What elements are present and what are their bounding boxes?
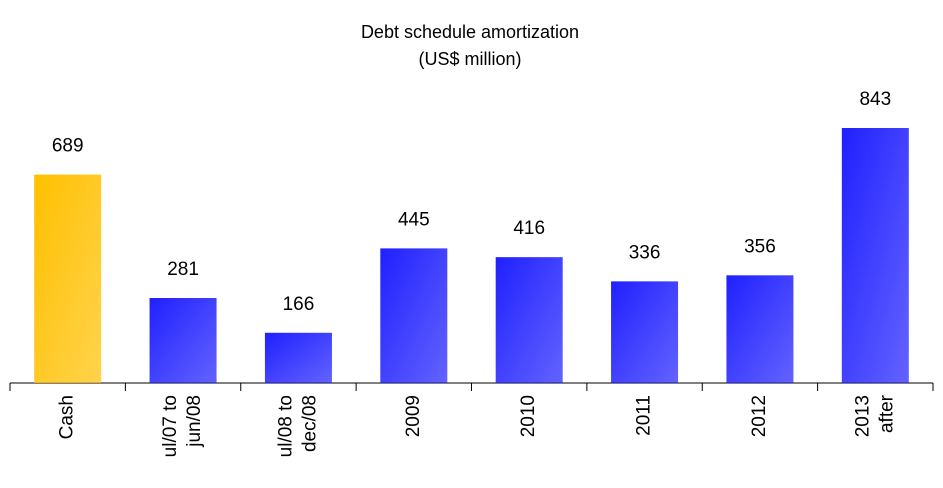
bar bbox=[149, 298, 217, 383]
value-label: 843 bbox=[859, 89, 891, 110]
x-tick-label: ul/08 to dec/08 bbox=[275, 395, 320, 457]
x-tick-label: Cash bbox=[57, 395, 78, 439]
bar bbox=[34, 174, 102, 383]
value-label: 281 bbox=[167, 259, 199, 280]
chart-title: Debt schedule amortization bbox=[361, 22, 579, 42]
value-label: 166 bbox=[283, 294, 315, 315]
x-tick-label: 2011 bbox=[634, 395, 655, 436]
value-label: 336 bbox=[629, 242, 661, 263]
bar bbox=[841, 128, 909, 383]
bar bbox=[495, 257, 563, 383]
x-tick-label: 2012 bbox=[749, 395, 770, 437]
x-tick-label: ul/07 to jun/08 bbox=[160, 395, 205, 457]
value-label: 689 bbox=[52, 136, 84, 157]
value-label: 356 bbox=[744, 236, 776, 257]
x-tick-label: 2013 after bbox=[852, 394, 897, 437]
x-tick-label: 2010 bbox=[518, 395, 539, 437]
bar bbox=[726, 275, 794, 383]
value-label: 445 bbox=[398, 209, 430, 230]
chart-subtitle: (US$ million) bbox=[418, 49, 521, 69]
bar bbox=[611, 281, 679, 383]
x-tick-label: 2009 bbox=[403, 395, 424, 437]
value-label: 416 bbox=[513, 218, 545, 239]
bar bbox=[380, 248, 448, 383]
bar bbox=[264, 332, 332, 383]
